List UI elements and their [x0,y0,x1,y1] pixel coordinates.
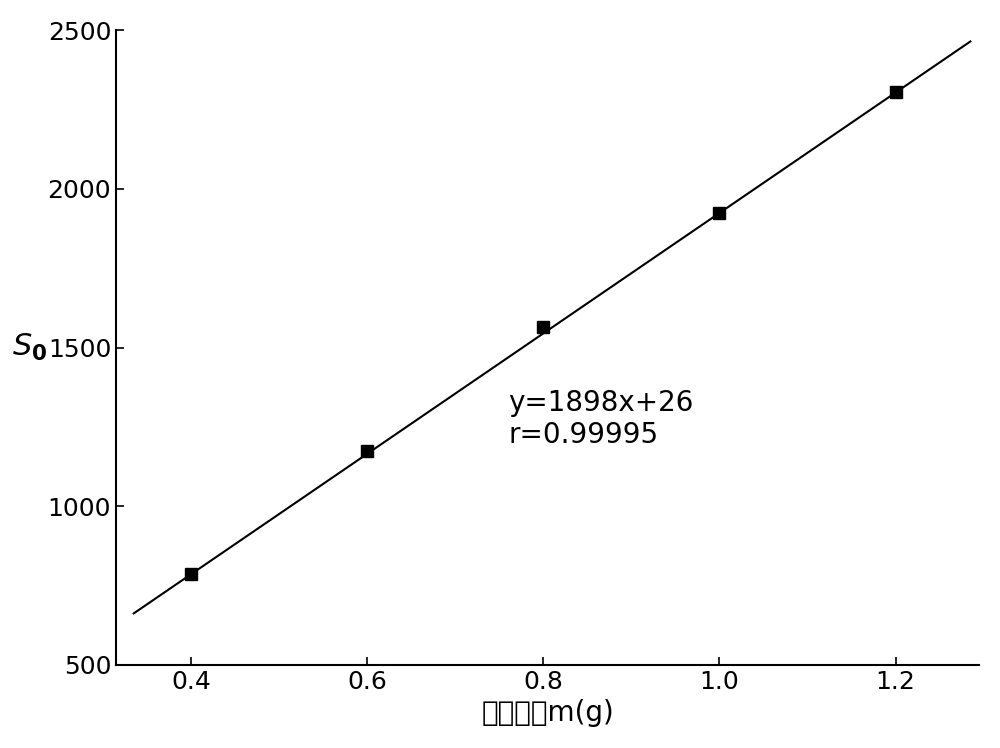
Text: $\mathbf{\mathit{S}}_\mathbf{0}$: $\mathbf{\mathit{S}}_\mathbf{0}$ [12,332,48,363]
X-axis label: 试样质量m(g): 试样质量m(g) [481,699,614,727]
Text: y=1898x+26
r=0.99995: y=1898x+26 r=0.99995 [508,389,693,449]
